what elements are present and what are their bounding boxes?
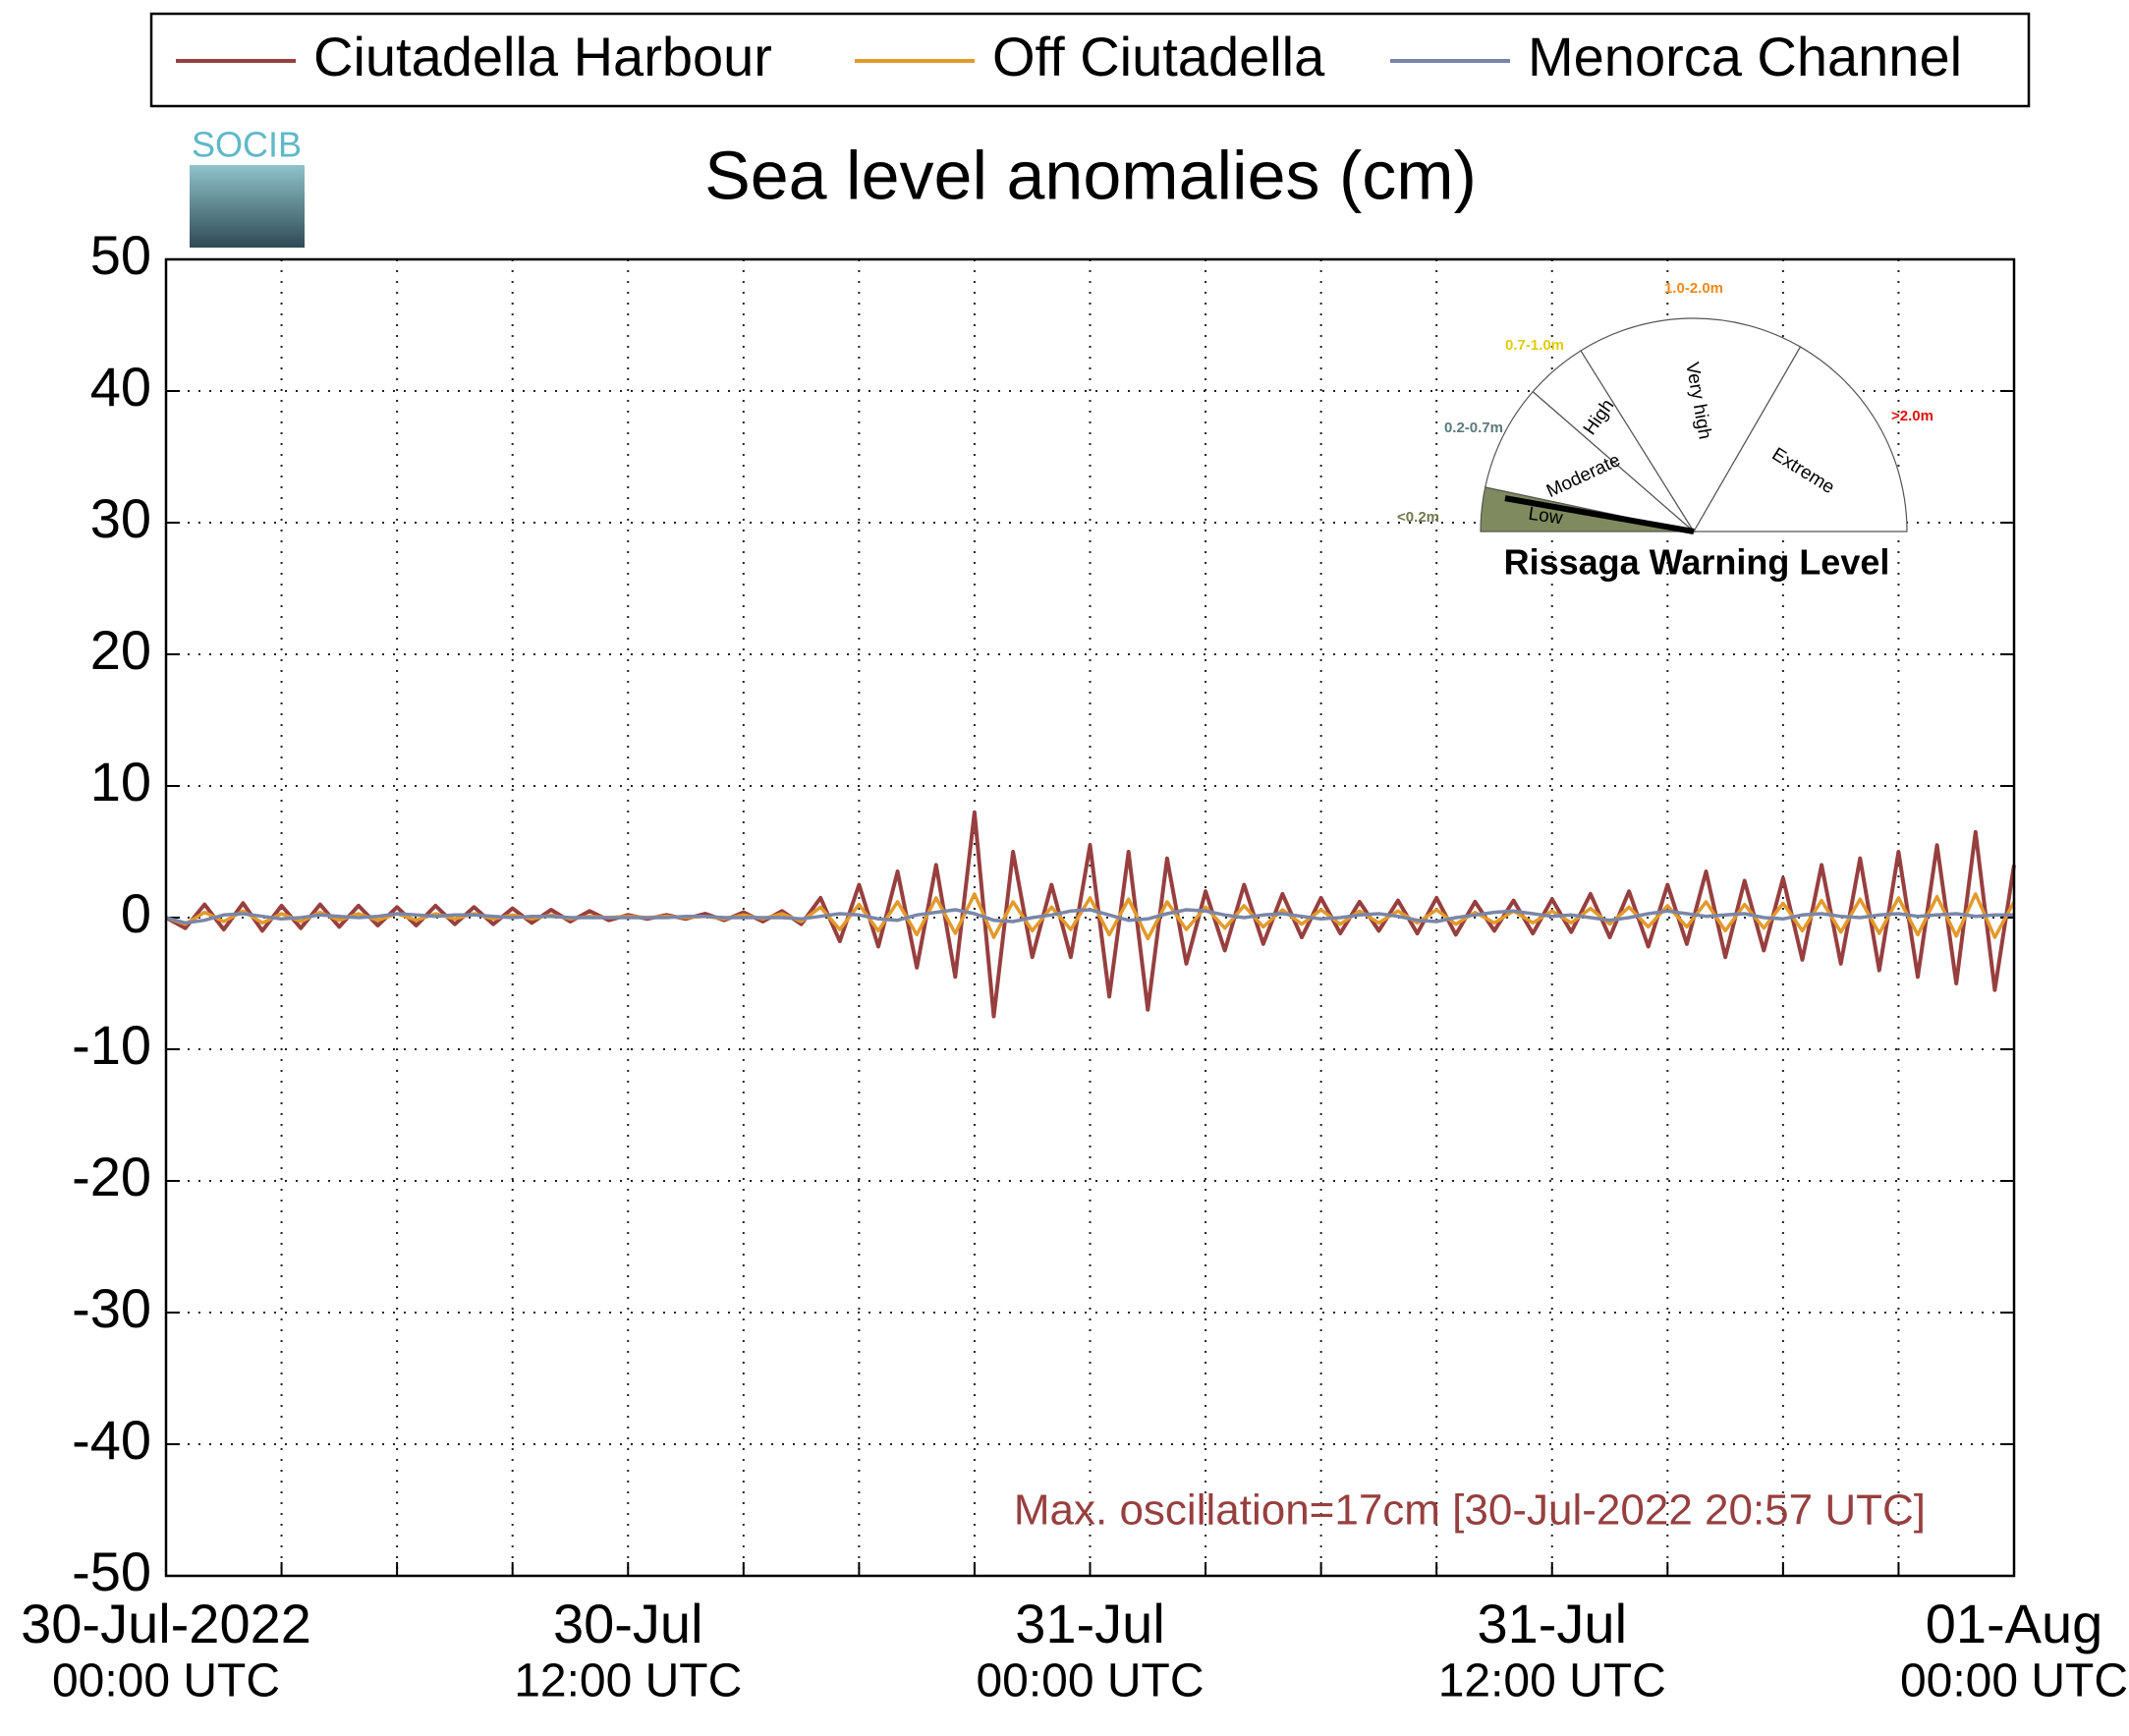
- y-tick-label: -40: [72, 1409, 151, 1471]
- x-tick-time: 00:00 UTC: [1900, 1655, 2128, 1708]
- legend-label: Menorca Channel: [1528, 26, 1962, 87]
- x-tick-time: 12:00 UTC: [514, 1655, 742, 1708]
- y-tick-label: 0: [121, 882, 151, 944]
- legend-box: [149, 12, 2031, 108]
- x-tick-label: 01-Aug: [1926, 1593, 2103, 1654]
- x-tick-label: 30-Jul-2022: [21, 1593, 311, 1654]
- series-line: [165, 810, 2016, 1019]
- x-tick-label: 31-Jul: [1477, 1593, 1627, 1654]
- y-tick-label: -10: [72, 1014, 151, 1076]
- y-tick-label: -30: [72, 1277, 151, 1339]
- series-line: [165, 908, 2014, 925]
- gauge-range: <0.2m: [1397, 509, 1439, 526]
- plot-frame: [164, 257, 2016, 1578]
- chart-title: Sea level anomalies (cm): [704, 137, 1477, 213]
- x-tick-time: 12:00 UTC: [1438, 1655, 1666, 1708]
- x-tick-label: 30-Jul: [553, 1593, 703, 1654]
- gauge-range: 0.7-1.0m: [1505, 337, 1564, 354]
- annotation: Max. oscillation=17cm [30-Jul-2022 20:57…: [1014, 1486, 1926, 1535]
- gauge-range: 1.0-2.0m: [1664, 280, 1723, 297]
- x-tick-time: 00:00 UTC: [976, 1655, 1204, 1708]
- gauge-range: >2.0m: [1891, 408, 1933, 424]
- y-tick-label: 40: [90, 356, 151, 418]
- gauge-needle: [1504, 495, 1695, 534]
- gauge-range: 0.2-0.7m: [1444, 420, 1503, 436]
- y-tick-label: 50: [90, 224, 151, 286]
- x-tick-label: 31-Jul: [1015, 1593, 1165, 1654]
- y-tick-label: 30: [90, 487, 151, 549]
- legend-label: Off Ciutadella: [992, 26, 1325, 87]
- legend-label: Ciutadella Harbour: [313, 26, 772, 87]
- y-tick-label: -50: [72, 1540, 151, 1602]
- gauge-sector: [1580, 317, 1802, 533]
- x-tick-time: 00:00 UTC: [52, 1655, 280, 1708]
- gauge-sector: [1485, 390, 1697, 533]
- y-tick-label: 10: [90, 751, 151, 812]
- gauge-sector: [1692, 346, 1908, 532]
- logo: [190, 165, 305, 248]
- logo-text: SOCIB: [192, 125, 302, 165]
- y-tick-label: 20: [90, 619, 151, 681]
- inset-title: Rissaga Warning Level: [1504, 542, 1890, 583]
- y-tick-label: -20: [72, 1146, 151, 1207]
